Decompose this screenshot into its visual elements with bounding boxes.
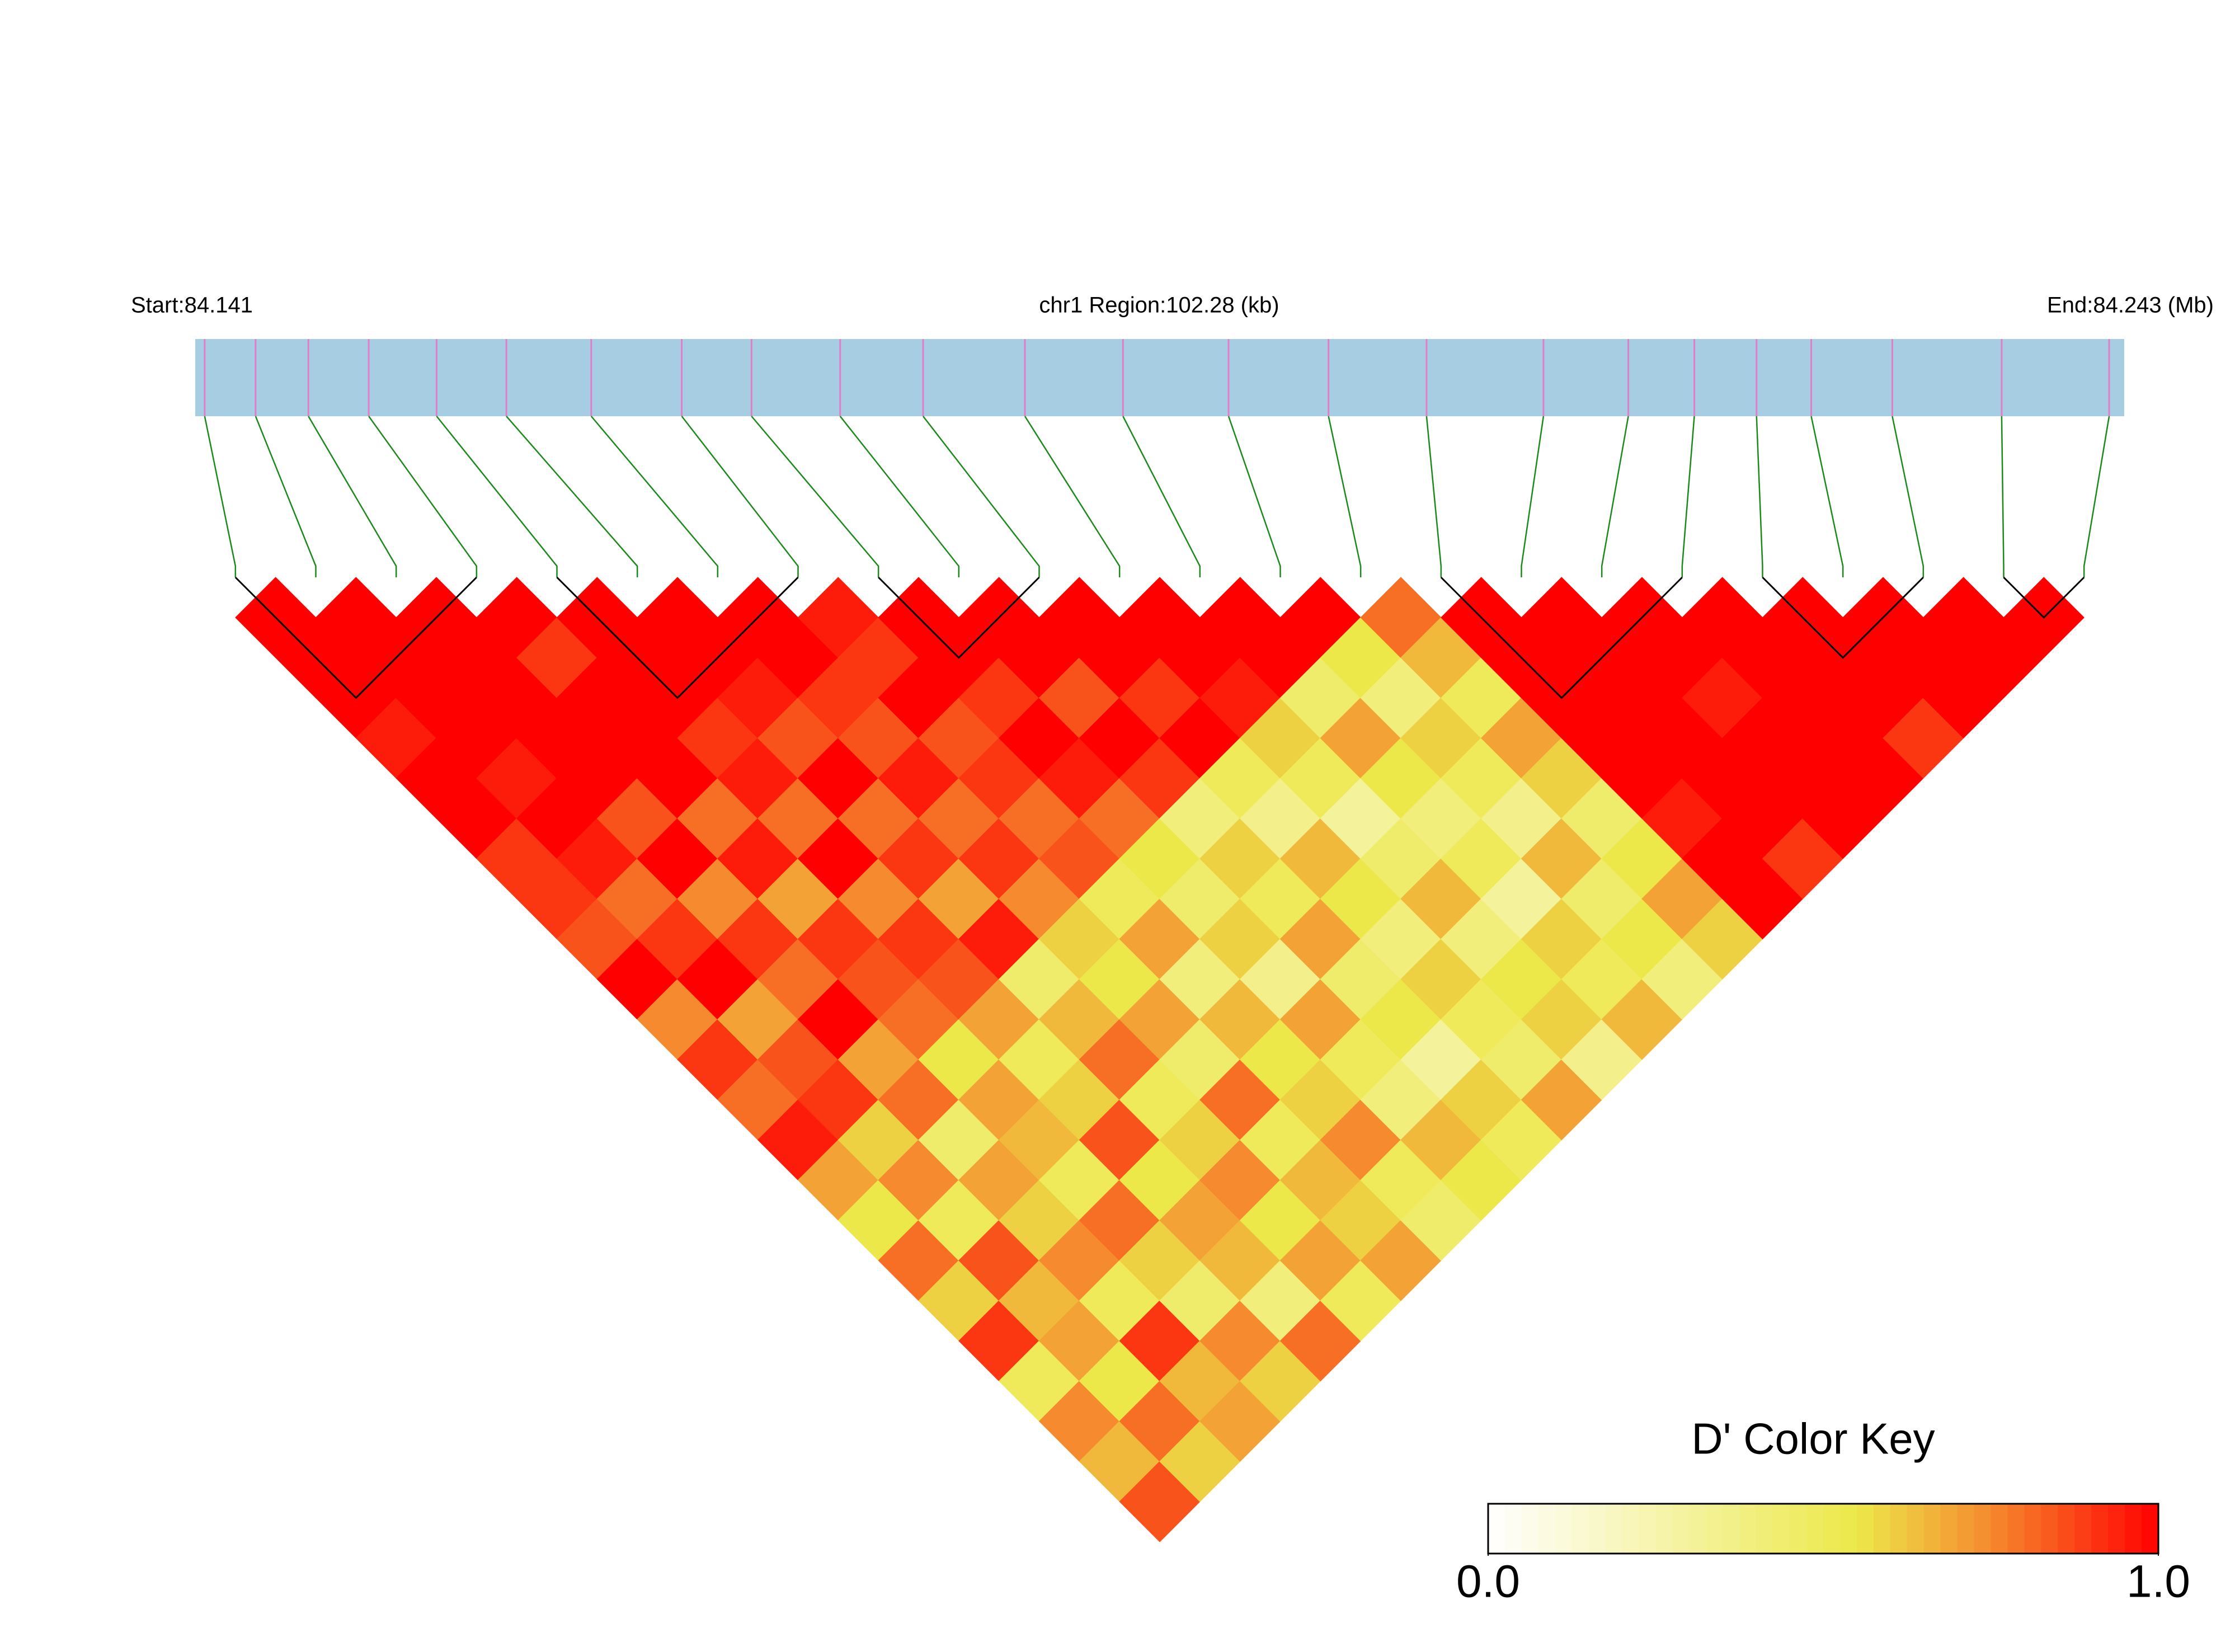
- haplotype-block: [878, 576, 1040, 659]
- color-key-step: [1890, 1504, 1908, 1554]
- color-key-step: [1823, 1504, 1841, 1554]
- color-key-step: [2074, 1504, 2092, 1554]
- color-key-step: [1521, 1504, 1539, 1554]
- key-title: D' Color Key: [1691, 1414, 1935, 1463]
- haplotype-block: [1440, 576, 1683, 699]
- color-key-step: [1706, 1504, 1723, 1554]
- color-key-step: [1873, 1504, 1891, 1554]
- color-key-step: [1940, 1504, 1958, 1554]
- snp-link: [1024, 416, 1121, 577]
- color-key-step: [1739, 1504, 1757, 1554]
- color-key-step: [2007, 1504, 2025, 1554]
- color-key-step: [1588, 1504, 1606, 1554]
- snp-link: [1601, 416, 1629, 577]
- snp-link: [839, 416, 960, 577]
- color-key-step: [1957, 1504, 1975, 1554]
- color-key-step: [1622, 1504, 1640, 1554]
- snp-link: [590, 416, 719, 577]
- snp-link: [368, 416, 478, 577]
- color-key-step: [1839, 1504, 1857, 1554]
- color-key-step: [2125, 1504, 2142, 1554]
- snp-link: [681, 416, 799, 577]
- snp-link: [2083, 416, 2110, 577]
- color-key-step: [2108, 1504, 2125, 1554]
- snp-link: [2001, 416, 2005, 577]
- color-key-step: [2091, 1504, 2109, 1554]
- color-key-step: [2058, 1504, 2075, 1554]
- color-key-step: [1672, 1504, 1690, 1554]
- color-key-step: [1555, 1504, 1573, 1554]
- region-bar: [195, 339, 2124, 416]
- start-label: Start:84.141: [131, 293, 253, 318]
- snp-link: [1328, 416, 1362, 577]
- color-key-step: [1488, 1504, 1505, 1554]
- color-key-step: [1907, 1504, 1925, 1554]
- snp-link: [436, 416, 558, 577]
- color-key-step: [1655, 1504, 1673, 1554]
- color-key-step: [1806, 1504, 1824, 1554]
- snp-link: [308, 416, 397, 577]
- haplotype-block: [234, 576, 477, 699]
- key-tick-label: 0.0: [1456, 1556, 1520, 1607]
- color-key-step: [1991, 1504, 2008, 1554]
- color-key-step: [2142, 1504, 2159, 1554]
- color-key-frame: [1487, 1503, 2159, 1555]
- color-key-step: [1756, 1504, 1773, 1554]
- end-label: End:84.243 (Mb): [2047, 293, 2214, 318]
- color-key-step: [1504, 1504, 1522, 1554]
- snp-link: [1810, 416, 1844, 577]
- key-tick-label: 1.0: [2126, 1556, 2190, 1607]
- snp-link: [1891, 416, 1925, 577]
- color-key-step: [1923, 1504, 1941, 1554]
- color-key-step: [1538, 1504, 1556, 1554]
- color-key-step: [2024, 1504, 2041, 1554]
- haplotype-block: [556, 576, 799, 699]
- snp-link: [506, 416, 638, 577]
- color-key-step: [1723, 1504, 1740, 1554]
- snp-link: [255, 416, 317, 577]
- snp-link: [1227, 416, 1281, 577]
- color-key-step: [1856, 1504, 1874, 1554]
- snp-link: [204, 416, 237, 577]
- color-key-step: [1773, 1504, 1790, 1554]
- haplotype-block: [2003, 576, 2085, 619]
- snp-link: [1681, 416, 1695, 577]
- color-key-step: [1571, 1504, 1589, 1554]
- snp-link: [1521, 416, 1545, 577]
- snp-link: [1756, 416, 1763, 577]
- snp-link: [1425, 416, 1442, 577]
- snp-link: [923, 416, 1040, 577]
- color-key-step: [1974, 1504, 1991, 1554]
- snp-link: [1122, 416, 1201, 577]
- color-key-step: [2041, 1504, 2058, 1554]
- color-key-step: [1605, 1504, 1623, 1554]
- color-key-step: [1639, 1504, 1656, 1554]
- color-key-step: [1689, 1504, 1706, 1554]
- haplotype-block: [1762, 576, 1924, 659]
- snp-link: [751, 416, 879, 577]
- region-label: chr1 Region:102.28 (kb): [1039, 293, 1279, 318]
- color-key-step: [1790, 1504, 1807, 1554]
